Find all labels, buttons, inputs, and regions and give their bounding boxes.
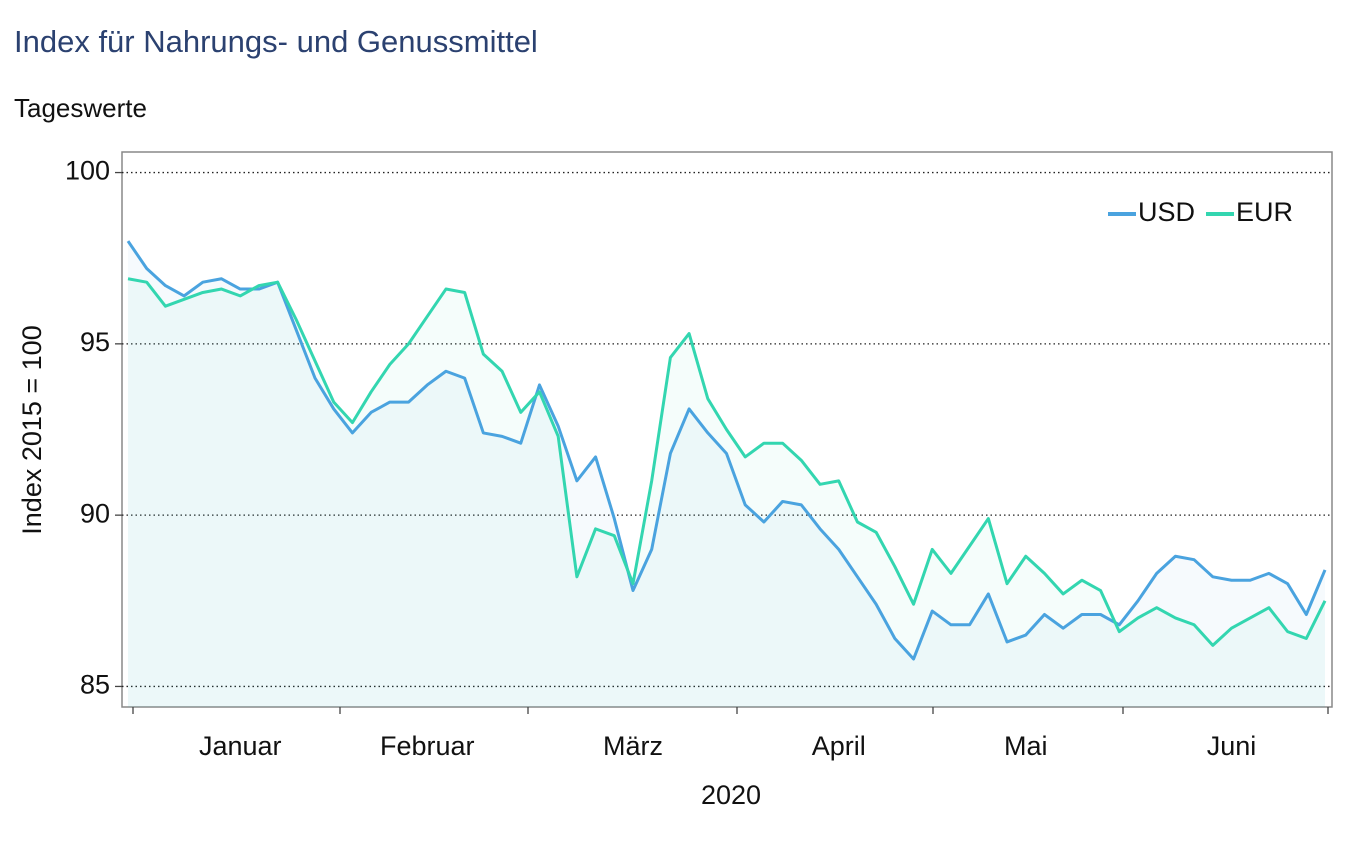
area-fill bbox=[128, 241, 1325, 707]
y-tick-label: 90 bbox=[80, 498, 110, 528]
x-tick-label: Januar bbox=[199, 731, 282, 761]
x-tick-label: Februar bbox=[380, 731, 475, 761]
x-tick-label: März bbox=[603, 731, 663, 761]
chart-title: Index für Nahrungs- und Genussmittel bbox=[14, 24, 538, 59]
x-tick-label: Juni bbox=[1207, 731, 1257, 761]
x-tick-label: Mai bbox=[1004, 731, 1048, 761]
y-tick-label: 95 bbox=[80, 327, 110, 357]
y-axis-label: Index 2015 = 100 bbox=[17, 325, 47, 534]
series-line bbox=[127, 277, 1327, 647]
y-tick-label: 100 bbox=[65, 156, 110, 186]
x-tick-label: April bbox=[812, 731, 866, 761]
x-axis-label: 2020 bbox=[701, 780, 761, 810]
legend-label: EUR bbox=[1236, 197, 1293, 227]
series-line bbox=[126, 240, 1327, 661]
chart-subtitle: Tageswerte bbox=[14, 93, 147, 123]
y-tick-label: 85 bbox=[80, 670, 110, 700]
legend-label: USD bbox=[1138, 197, 1195, 227]
